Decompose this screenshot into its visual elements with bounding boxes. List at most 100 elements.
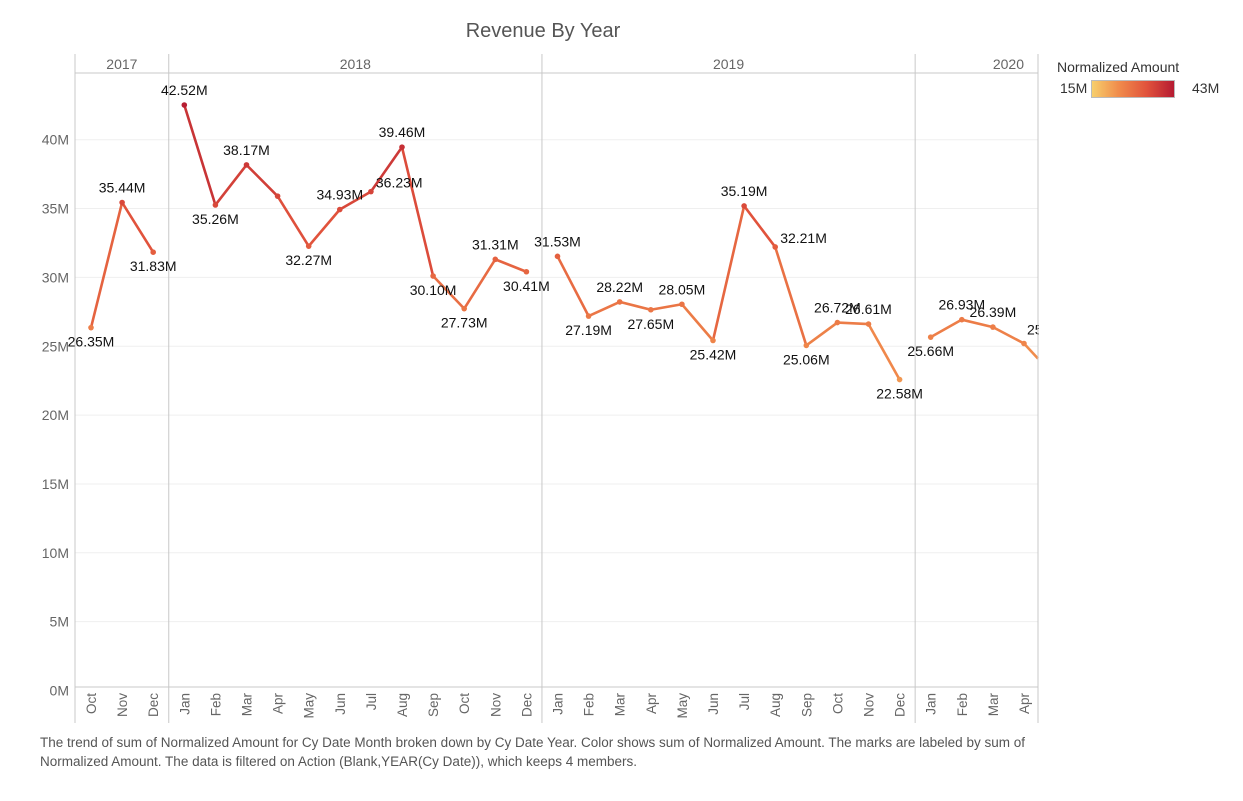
year-header-2019: 2019	[713, 56, 744, 72]
x-tick-label: Feb	[955, 693, 970, 716]
data-label: 34.93M	[316, 187, 363, 203]
series-lines	[89, 103, 1039, 381]
data-point	[523, 268, 530, 275]
data-point	[243, 162, 250, 168]
line-segment	[618, 300, 653, 312]
year-header-2017: 2017	[106, 56, 137, 72]
data-label: 30.41M	[503, 278, 550, 294]
x-tick-label: Aug	[768, 693, 783, 717]
y-tick-label: 0M	[50, 683, 69, 699]
line-segment	[804, 321, 839, 347]
data-label: 25.66M	[907, 343, 954, 359]
data-label: 32.21M	[780, 230, 827, 246]
x-tick-label: Dec	[146, 693, 161, 717]
x-tick-label: Mar	[986, 692, 1001, 716]
year-header-2018: 2018	[340, 56, 371, 72]
x-tick-label: Jun	[706, 693, 721, 715]
x-tick-label: Feb	[582, 693, 597, 716]
y-tick-label: 35M	[42, 201, 69, 217]
data-label: 31.53M	[534, 233, 581, 249]
y-tick-label: 25M	[42, 338, 69, 354]
data-label: 25.42M	[690, 346, 737, 362]
y-tick-label: 30M	[42, 269, 69, 285]
data-point	[212, 202, 219, 208]
x-tick-label: Nov	[862, 693, 877, 717]
data-labels: 26.35M 35.44M 31.83M 42.52M 35.26M 38.17M 32.2…	[68, 82, 1043, 402]
data-point	[1021, 340, 1027, 347]
data-label: 27.65M	[627, 316, 674, 332]
x-tick-label: Jan	[177, 693, 192, 715]
line-segment	[773, 245, 808, 347]
series-points	[88, 102, 1027, 383]
x-tick-label: Jun	[333, 693, 348, 715]
data-point	[399, 144, 405, 150]
data-point	[368, 188, 374, 195]
y-tick-label: 15M	[42, 476, 69, 492]
data-label: 35.26M	[192, 211, 239, 227]
line-segment	[742, 204, 777, 249]
x-tick-label: Apr	[644, 693, 659, 715]
x-tick-label: Apr	[271, 693, 286, 715]
line-segment	[120, 201, 155, 254]
line-segment	[649, 302, 684, 312]
data-point	[959, 316, 965, 323]
data-point	[585, 313, 592, 319]
data-label: 36.23M	[376, 175, 423, 191]
x-tick-label: Jul	[737, 693, 752, 710]
x-tick-label: Jan	[924, 693, 939, 715]
y-tick-label: 5M	[50, 614, 69, 630]
x-tick-label: May	[302, 693, 317, 719]
data-label: 22.58M	[876, 386, 923, 402]
data-label: 30.10M	[410, 282, 457, 298]
line-segment	[867, 322, 901, 381]
data-label: 27.73M	[441, 315, 488, 331]
legend-title: Normalized Amount	[1057, 59, 1180, 75]
line-segment	[183, 103, 217, 207]
data-point	[337, 206, 343, 213]
data-point	[803, 342, 810, 349]
data-point	[772, 244, 778, 250]
line-segment	[369, 145, 404, 193]
y-tick-label: 40M	[42, 132, 69, 148]
line-segment	[493, 258, 528, 274]
legend-max-label: 43M	[1192, 80, 1220, 96]
line-segment	[587, 300, 622, 318]
x-tick-label: Jan	[551, 693, 566, 715]
data-point	[274, 193, 281, 199]
data-point	[554, 253, 561, 260]
data-label: 28.05M	[659, 281, 706, 297]
data-label: 35.44M	[99, 179, 146, 195]
data-point	[492, 256, 499, 263]
x-tick-label: Nov	[488, 693, 503, 717]
x-tick-label: Feb	[208, 693, 223, 716]
line-segment	[307, 208, 342, 248]
x-tick-label: May	[675, 693, 690, 719]
legend-min-label: 15M	[1060, 80, 1088, 96]
data-point	[305, 243, 312, 249]
data-point	[119, 199, 125, 206]
data-label: 42.52M	[161, 82, 208, 98]
data-point	[741, 203, 747, 209]
data-point	[710, 337, 716, 344]
data-point	[896, 376, 903, 383]
data-label: 31.31M	[472, 236, 519, 252]
chart-title: Revenue By Year	[465, 20, 621, 42]
data-label: 35.19M	[721, 183, 768, 199]
data-point	[150, 249, 156, 256]
data-point	[865, 321, 872, 327]
data-label: 28.22M	[596, 279, 643, 295]
data-label: 26.93M	[938, 297, 985, 313]
x-tick-label: Dec	[893, 693, 908, 717]
x-tick-label: Mar	[613, 692, 628, 716]
line-segment	[960, 318, 995, 329]
chart-caption: The trend of sum of Normalized Amount fo…	[40, 735, 1025, 769]
line-segment	[400, 145, 435, 278]
x-tick-label: Aug	[395, 693, 410, 717]
data-label: 25	[1027, 321, 1043, 337]
data-label: 25.06M	[783, 351, 830, 367]
data-point	[679, 301, 685, 308]
data-point	[834, 319, 841, 326]
data-point	[616, 299, 623, 305]
legend-color-ramp	[1091, 80, 1175, 98]
